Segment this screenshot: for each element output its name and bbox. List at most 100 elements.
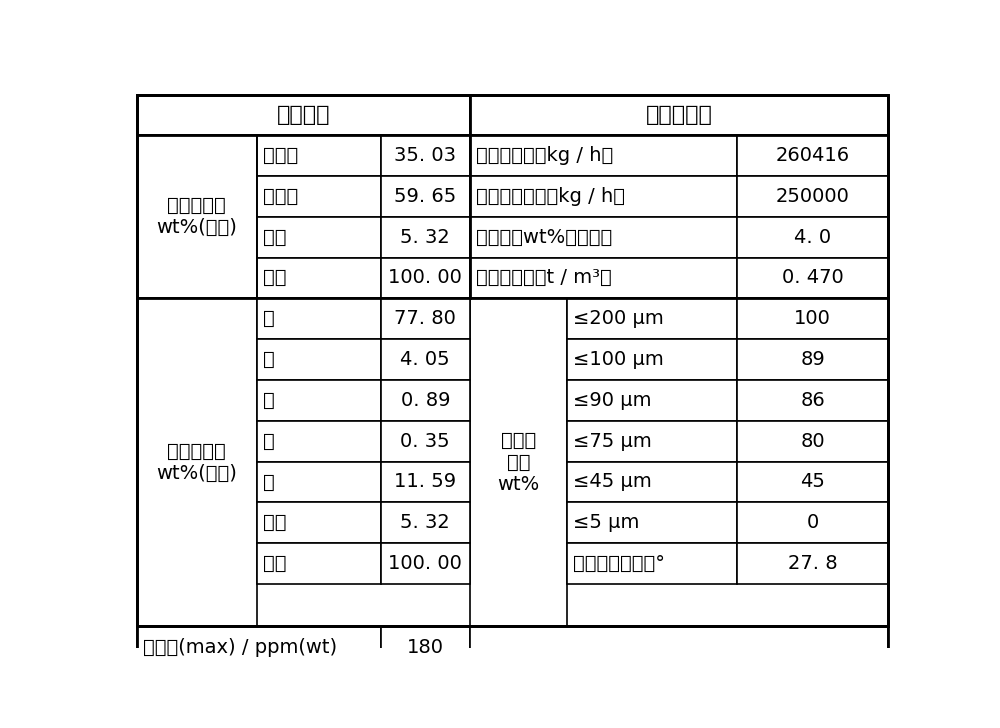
Bar — [737, 380, 888, 421]
Bar — [470, 626, 888, 669]
Bar — [257, 217, 381, 258]
Text: 堆积密度，（t / m³）: 堆积密度，（t / m³） — [476, 269, 612, 288]
Bar — [737, 543, 888, 584]
Text: 氧: 氧 — [263, 472, 275, 491]
Text: 100. 00: 100. 00 — [388, 269, 462, 288]
Bar — [381, 339, 470, 380]
Text: ≤5 μm: ≤5 μm — [573, 513, 639, 532]
Text: 27. 8: 27. 8 — [788, 554, 838, 573]
Text: 氢: 氢 — [263, 350, 275, 369]
Bar — [381, 543, 470, 584]
Bar — [381, 135, 470, 176]
Text: 180: 180 — [407, 638, 444, 657]
Bar — [257, 380, 381, 421]
Text: 77. 80: 77. 80 — [394, 309, 456, 328]
Text: 100: 100 — [794, 309, 831, 328]
Text: 碳: 碳 — [263, 309, 275, 328]
Text: 0. 89: 0. 89 — [401, 391, 450, 410]
Bar — [257, 502, 381, 543]
Bar — [381, 258, 470, 298]
Bar — [381, 380, 470, 421]
Text: ≤100 μm: ≤100 μm — [573, 350, 664, 369]
Bar — [381, 298, 470, 339]
Text: 80: 80 — [800, 432, 825, 451]
Text: 5. 32: 5. 32 — [400, 513, 450, 532]
Text: 挥发分: 挥发分 — [263, 146, 298, 165]
Text: 煤的流量，（kg / h）: 煤的流量，（kg / h） — [476, 146, 613, 165]
Text: 11. 59: 11. 59 — [394, 472, 456, 491]
Text: 组分分析，
wt%(干煤): 组分分析， wt%(干煤) — [156, 197, 237, 237]
Bar — [567, 421, 737, 462]
Bar — [381, 217, 470, 258]
Bar — [737, 176, 888, 217]
Bar — [470, 95, 888, 135]
Text: ≤45 μm: ≤45 μm — [573, 472, 652, 491]
Bar — [381, 502, 470, 543]
Bar — [470, 258, 737, 298]
Bar — [381, 626, 470, 669]
Text: 59. 65: 59. 65 — [394, 187, 456, 206]
Bar — [257, 258, 381, 298]
Text: 静止堆积角度，°: 静止堆积角度，° — [573, 554, 665, 573]
Bar — [470, 298, 567, 626]
Text: 0. 35: 0. 35 — [400, 432, 450, 451]
Text: 100. 00: 100. 00 — [388, 554, 462, 573]
Bar — [257, 339, 381, 380]
Text: ≤75 μm: ≤75 μm — [573, 432, 652, 451]
Text: 45: 45 — [800, 472, 825, 491]
Bar — [567, 502, 737, 543]
Bar — [137, 298, 257, 626]
Bar — [737, 421, 888, 462]
Bar — [470, 135, 737, 176]
Text: 总计: 总计 — [263, 269, 286, 288]
Bar — [470, 176, 737, 217]
Bar — [737, 135, 888, 176]
Text: 含水量，wt%（最大）: 含水量，wt%（最大） — [476, 228, 612, 247]
Text: 固定碳: 固定碳 — [263, 187, 298, 206]
Text: 干煤的流量，（kg / h）: 干煤的流量，（kg / h） — [476, 187, 625, 206]
Text: 氮: 氮 — [263, 391, 275, 410]
Bar — [257, 298, 381, 339]
Bar — [381, 462, 470, 502]
Bar — [381, 421, 470, 462]
Bar — [137, 626, 381, 669]
Text: 总计: 总计 — [263, 554, 286, 573]
Bar — [381, 176, 470, 217]
Bar — [137, 135, 257, 298]
Text: 260416: 260416 — [776, 146, 850, 165]
Text: 粒径分
布，
wt%: 粒径分 布， wt% — [497, 431, 539, 494]
Text: 5. 32: 5. 32 — [400, 228, 450, 247]
Text: ≤90 μm: ≤90 μm — [573, 391, 651, 410]
Bar — [567, 380, 737, 421]
Bar — [567, 462, 737, 502]
Text: 89: 89 — [800, 350, 825, 369]
Text: 250000: 250000 — [776, 187, 850, 206]
Bar — [737, 258, 888, 298]
Bar — [257, 462, 381, 502]
Text: 煤粉的性质: 煤粉的性质 — [646, 105, 713, 125]
Text: 86: 86 — [800, 391, 825, 410]
Bar — [257, 543, 381, 584]
Bar — [567, 339, 737, 380]
Bar — [470, 217, 737, 258]
Bar — [257, 176, 381, 217]
Bar — [137, 95, 470, 135]
Bar — [567, 298, 737, 339]
Text: 灰分: 灰分 — [263, 228, 286, 247]
Text: 35. 03: 35. 03 — [394, 146, 456, 165]
Text: 0. 470: 0. 470 — [782, 269, 844, 288]
Text: 元素分析，
wt%(干煤): 元素分析， wt%(干煤) — [156, 442, 237, 483]
Bar — [257, 421, 381, 462]
Text: 氯含量(max) / ppm(wt): 氯含量(max) / ppm(wt) — [143, 638, 337, 657]
Text: 4. 05: 4. 05 — [400, 350, 450, 369]
Text: 硫: 硫 — [263, 432, 275, 451]
Text: 4. 0: 4. 0 — [794, 228, 831, 247]
Bar — [737, 339, 888, 380]
Text: 煤的性质: 煤的性质 — [276, 105, 330, 125]
Text: 灰分: 灰分 — [263, 513, 286, 532]
Bar — [737, 217, 888, 258]
Bar — [737, 298, 888, 339]
Bar — [737, 462, 888, 502]
Bar — [257, 135, 381, 176]
Bar — [737, 502, 888, 543]
